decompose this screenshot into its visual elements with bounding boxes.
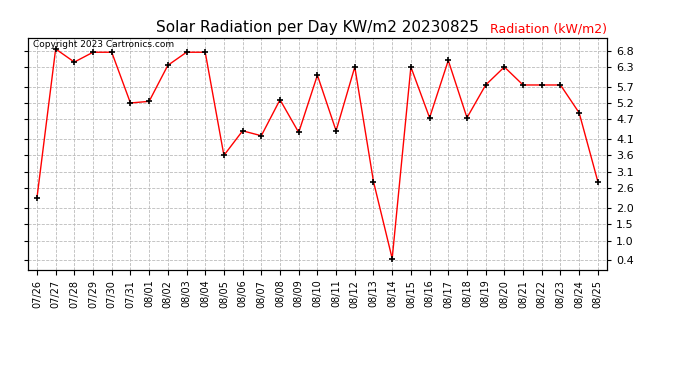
Text: Copyright 2023 Cartronics.com: Copyright 2023 Cartronics.com bbox=[33, 40, 175, 49]
Title: Solar Radiation per Day KW/m2 20230825: Solar Radiation per Day KW/m2 20230825 bbox=[156, 20, 479, 35]
Text: Radiation (kW/m2): Radiation (kW/m2) bbox=[490, 22, 607, 35]
